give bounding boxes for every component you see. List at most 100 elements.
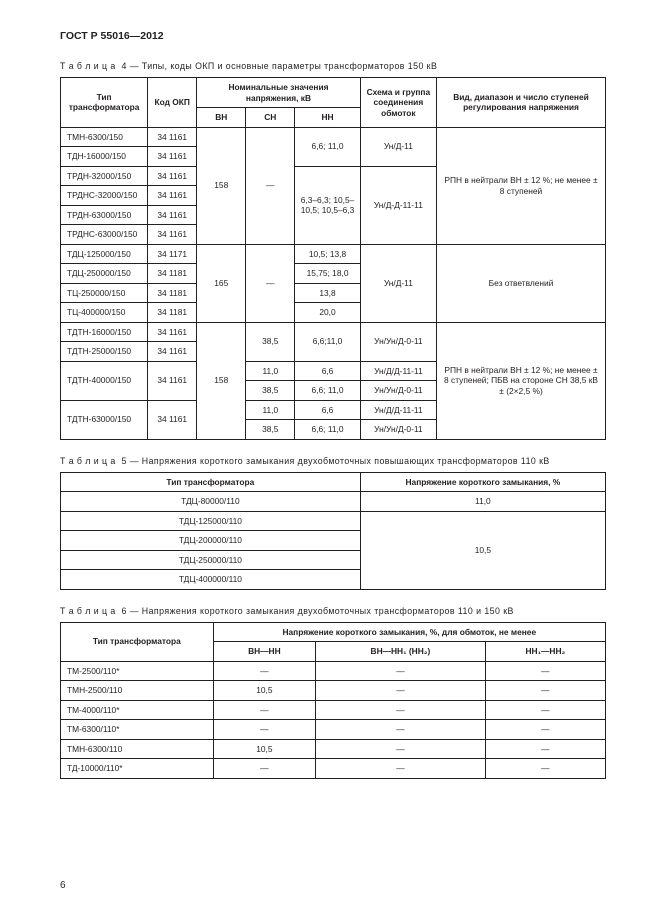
caption-num: 6 <box>121 606 126 616</box>
cell: ТДЦ-400000/110 <box>61 570 361 590</box>
cell: РПН в нейтрали ВН ± 12 %; не менее ± 8 с… <box>437 127 606 244</box>
cell: 6,6;11,0 <box>295 322 360 361</box>
cell: ТДЦ-200000/110 <box>61 531 361 551</box>
cell: — <box>213 661 316 681</box>
th-okp: Код ОКП <box>148 78 197 128</box>
cell: ТДЦ-250000/150 <box>61 264 148 284</box>
th-reg: Вид, диапазон и число ступеней регулиров… <box>437 78 606 128</box>
cell: 10,5 <box>213 739 316 759</box>
cell: — <box>213 720 316 740</box>
cell: Ун/Ун/Д-0-11 <box>360 420 436 440</box>
cell: 34 1181 <box>148 303 197 323</box>
cell: 34 1181 <box>148 283 197 303</box>
caption-prefix: Т а б л и ц а <box>60 606 116 616</box>
cell: Ун/Ун/Д-0-11 <box>360 322 436 361</box>
cell: Ун/Ун/Д-0-11 <box>360 381 436 401</box>
cell: 165 <box>197 244 246 322</box>
cell: — <box>485 681 605 701</box>
caption-text: — Типы, коды ОКП и основные параметры тр… <box>130 61 438 71</box>
table6: Тип трансформатора Напряжение короткого … <box>60 622 606 779</box>
cell: — <box>316 759 486 779</box>
table4: Тип трансформатора Код ОКП Номинальные з… <box>60 77 606 440</box>
cell: 158 <box>197 127 246 244</box>
cell: ТМ-4000/110* <box>61 700 214 720</box>
cell: — <box>246 127 295 244</box>
caption-text: — Напряжения короткого замыкания двухобм… <box>130 456 550 466</box>
cell: ТДТН-25000/150 <box>61 342 148 362</box>
cell: ТДЦ-80000/110 <box>61 492 361 512</box>
cell: ТМ-2500/110* <box>61 661 214 681</box>
cell: ТМН-6300/110 <box>61 739 214 759</box>
cell: 10,5 <box>213 681 316 701</box>
cell: — <box>485 661 605 681</box>
cell: 11,0 <box>246 361 295 381</box>
cell: 6,6; 11,0 <box>295 420 360 440</box>
table6-caption: Т а б л и ц а 6 — Напряжения короткого з… <box>60 606 606 617</box>
cell: 34 1161 <box>148 361 197 400</box>
cell: 158 <box>197 322 246 439</box>
th-val: Напряжение короткого замыкания, % <box>360 472 605 492</box>
cell: — <box>485 759 605 779</box>
th-c2: ВН—НН₁ (НН₂) <box>316 642 486 662</box>
cell: 34 1161 <box>148 225 197 245</box>
cell: 10,5; 13,8 <box>295 244 360 264</box>
table4-caption: Т а б л и ц а 4 — Типы, коды ОКП и основ… <box>60 61 606 72</box>
cell: 34 1161 <box>148 400 197 439</box>
cell: 34 1181 <box>148 264 197 284</box>
cell: ТДЦ-250000/110 <box>61 550 361 570</box>
cell: Ун/Д-11 <box>360 244 436 322</box>
cell: 6,3–6,3; 10,5–10,5; 10,5–6,3 <box>295 166 360 244</box>
cell: ТРДНС-63000/150 <box>61 225 148 245</box>
caption-num: 4 <box>121 61 126 71</box>
cell: 34 1161 <box>148 186 197 206</box>
cell: 6,6; 11,0 <box>295 127 360 166</box>
caption-text: — Напряжения короткого замыкания двухобм… <box>130 606 514 616</box>
cell: 20,0 <box>295 303 360 323</box>
cell: Без ответвлений <box>437 244 606 322</box>
cell: Ун/Д-11 <box>360 127 436 166</box>
cell: 38,5 <box>246 322 295 361</box>
cell: ТДТН-16000/150 <box>61 322 148 342</box>
cell: 34 1161 <box>148 147 197 167</box>
cell: 34 1161 <box>148 166 197 186</box>
cell: ТДТН-63000/150 <box>61 400 148 439</box>
cell: — <box>213 759 316 779</box>
cell: — <box>246 244 295 322</box>
table5: Тип трансформатора Напряжение короткого … <box>60 472 606 590</box>
cell: — <box>213 700 316 720</box>
cell: 34 1161 <box>148 127 197 147</box>
cell: ТД-10000/110* <box>61 759 214 779</box>
th-nominal: Номинальные значения напряжения, кВ <box>197 78 360 108</box>
cell: ТРДН-63000/150 <box>61 205 148 225</box>
cell: — <box>485 700 605 720</box>
cell: Ун/Д/Д-11-11 <box>360 361 436 381</box>
caption-num: 5 <box>121 456 126 466</box>
cell: 15,75; 18,0 <box>295 264 360 284</box>
cell: 38,5 <box>246 381 295 401</box>
cell: ТМ-6300/110* <box>61 720 214 740</box>
cell: ТДТН-40000/150 <box>61 361 148 400</box>
th-type: Тип трансформатора <box>61 472 361 492</box>
th-type: Тип трансформатора <box>61 78 148 128</box>
cell: 11,0 <box>246 400 295 420</box>
cell: — <box>485 739 605 759</box>
page-number: 6 <box>60 880 66 893</box>
cell: ТДЦ-125000/150 <box>61 244 148 264</box>
cell: РПН в нейтрали ВН ± 12 %; не менее ± 8 с… <box>437 322 606 439</box>
cell: 34 1161 <box>148 205 197 225</box>
cell: — <box>316 661 486 681</box>
cell: 38,5 <box>246 420 295 440</box>
table5-caption: Т а б л и ц а 5 — Напряжения короткого з… <box>60 456 606 467</box>
cell: 10,5 <box>360 511 605 589</box>
cell: 34 1171 <box>148 244 197 264</box>
th-c1: ВН—НН <box>213 642 316 662</box>
cell: 34 1161 <box>148 322 197 342</box>
cell: 6,6 <box>295 361 360 381</box>
cell: 13,8 <box>295 283 360 303</box>
cell: ТЦ-250000/150 <box>61 283 148 303</box>
th-top: Напряжение короткого замыкания, %, для о… <box>213 622 605 642</box>
cell: ТЦ-400000/150 <box>61 303 148 323</box>
cell: — <box>316 739 486 759</box>
th-nn: НН <box>295 108 360 128</box>
cell: 11,0 <box>360 492 605 512</box>
